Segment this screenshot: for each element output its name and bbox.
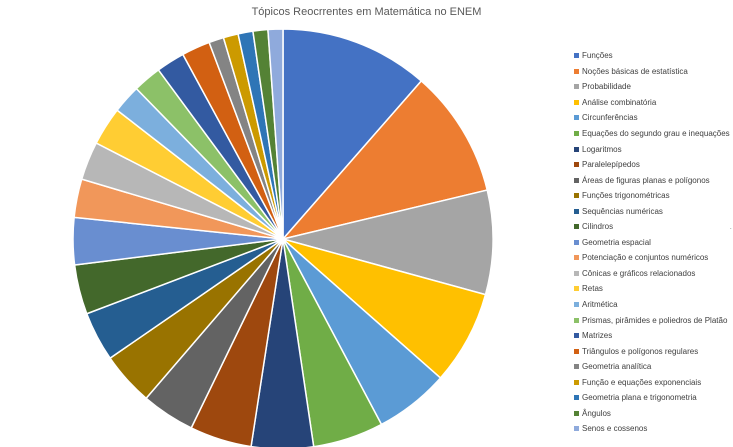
legend-label: Potenciação e conjuntos numéricos	[582, 253, 709, 263]
legend-label: Probabilidade	[582, 82, 631, 92]
legend-item: Áreas de figuras planas e polígonos	[574, 172, 733, 188]
legend-label: Aritmética	[582, 300, 618, 310]
legend-swatch	[574, 239, 579, 245]
legend-label: Paralelepípedos	[582, 160, 640, 170]
legend-swatch	[574, 302, 579, 308]
legend-item: Senos e cossenos	[574, 421, 733, 437]
legend-item: Geometria espacial	[574, 235, 733, 251]
legend: Funções Noções básicas de estatística Prob…	[574, 48, 733, 437]
legend-item: Retas	[574, 281, 733, 297]
legend-label: Retas	[582, 284, 603, 294]
legend-swatch	[574, 426, 579, 432]
legend-swatch	[574, 348, 579, 354]
legend-swatch	[574, 115, 579, 121]
legend-swatch	[574, 286, 579, 292]
legend-swatch	[574, 208, 579, 214]
legend-label: Circunferências	[582, 113, 638, 123]
legend-label: Geometria espacial	[582, 237, 651, 247]
legend-swatch	[574, 379, 579, 385]
pie-slice-2	[282, 189, 494, 296]
legend-label: Noções básicas de estatística	[582, 66, 688, 76]
legend-item: Circunferências	[574, 110, 733, 126]
legend-item: Prismas, pirâmides e poliedros de Platão	[574, 312, 733, 328]
legend-swatch	[574, 255, 579, 261]
legend-swatch	[574, 162, 579, 168]
legend-label: Análise combinatória	[582, 97, 657, 107]
legend-item: Geometria plana e trigonometria	[574, 390, 733, 406]
pie-chart	[72, 28, 494, 447]
legend-item: Função e equações exponenciais	[574, 374, 733, 390]
legend-label: Cilindros	[582, 222, 614, 232]
legend-label: Funções trigonométricas	[582, 191, 670, 201]
legend-swatch	[574, 68, 579, 74]
legend-item: Paralelepípedos	[574, 157, 733, 173]
pie-slice-0	[282, 28, 423, 241]
legend-label: Funções	[582, 51, 613, 61]
legend-item: Matrizes	[574, 328, 733, 344]
legend-label: Senos e cossenos	[582, 424, 648, 434]
legend-item: Noções básicas de estatística	[574, 64, 733, 80]
legend-label: Logaritmos	[582, 144, 622, 154]
legend-swatch	[574, 146, 579, 152]
legend-item: Sequências numéricas	[574, 203, 733, 219]
legend-item: Triângulos e polígonos regulares	[574, 343, 733, 359]
legend-label: Áreas de figuras planas e polígonos	[582, 175, 710, 185]
legend-swatch	[574, 395, 579, 401]
legend-item: Potenciação e conjuntos numéricos	[574, 250, 733, 266]
legend-item: Ângulos	[574, 406, 733, 422]
legend-label: Sequências numéricas	[582, 206, 663, 216]
legend-swatch	[574, 84, 579, 90]
legend-swatch	[574, 99, 579, 105]
legend-label: Prismas, pirâmides e poliedros de Platão	[582, 315, 728, 325]
legend-label: Geometria plana e trigonometria	[582, 393, 697, 403]
chart-title: Tópicos Reocrrentes em Matemática no ENE…	[251, 6, 482, 18]
legend-label: Triângulos e polígonos regulares	[582, 346, 699, 356]
legend-swatch	[574, 193, 579, 199]
legend-label: Geometria analítica	[582, 362, 652, 372]
legend-label: Equações do segundo grau e inequações	[582, 129, 730, 138]
legend-swatch	[574, 131, 579, 136]
legend-swatch	[574, 333, 579, 339]
legend-swatch	[574, 224, 579, 230]
legend-label: Cônicas e gráficos relacionados	[582, 268, 696, 278]
edge-marker: .	[730, 225, 732, 231]
legend-swatch	[574, 317, 579, 323]
legend-label: Ângulos	[582, 408, 611, 418]
legend-label: Matrizes	[582, 331, 613, 341]
legend-item: Cilindros	[574, 219, 733, 235]
legend-item: Funções trigonométricas	[574, 188, 733, 204]
pie-slice-1	[280, 79, 489, 241]
legend-swatch	[574, 364, 579, 370]
legend-swatch	[574, 410, 579, 416]
legend-swatch	[574, 53, 579, 59]
legend-item: Equações do segundo grau e inequações	[574, 126, 733, 142]
legend-item: Funções	[574, 48, 733, 64]
legend-item: Probabilidade	[574, 79, 733, 95]
legend-swatch	[574, 177, 579, 183]
legend-item: Cônicas e gráficos relacionados	[574, 266, 733, 282]
legend-item: Análise combinatória	[574, 95, 733, 111]
legend-swatch	[574, 270, 579, 276]
legend-item: Aritmética	[574, 297, 733, 313]
pie-slice-24	[267, 28, 284, 240]
legend-item: Logaritmos	[574, 141, 733, 157]
legend-item: Geometria analítica	[574, 359, 733, 375]
legend-label: Função e equações exponenciais	[582, 377, 702, 387]
